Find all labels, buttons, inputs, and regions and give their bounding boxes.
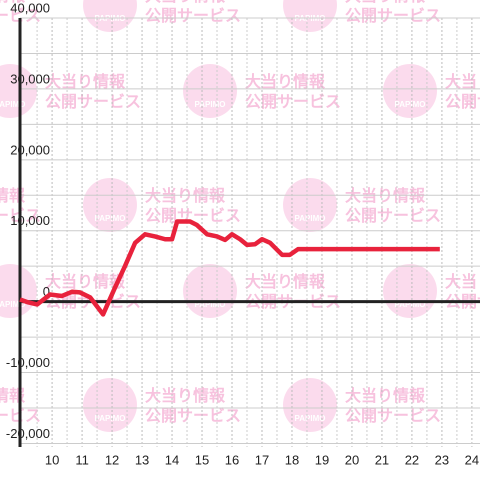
watermark-logo-text: PAPIMO xyxy=(95,14,126,23)
watermark-logo xyxy=(383,64,437,118)
watermark-logo xyxy=(383,264,437,318)
watermark-logo xyxy=(183,264,237,318)
watermark-text: 大当り情報 xyxy=(345,0,426,5)
watermark-logo xyxy=(83,178,137,232)
x-tick-label: 11 xyxy=(75,452,89,467)
watermark-logo xyxy=(0,64,37,118)
y-tick-label: 10,000 xyxy=(10,213,50,228)
x-tick-label: 18 xyxy=(285,452,299,467)
y-tick-label: 40,000 xyxy=(10,0,50,15)
watermark-logo-text: PAPIMO xyxy=(95,414,126,423)
x-tick-label: 14 xyxy=(165,452,179,467)
watermark-logo-text: PAPIMO xyxy=(95,214,126,223)
watermark-text: 大当り情報 xyxy=(245,72,326,91)
watermark-logo-text: PAPIMO xyxy=(195,100,226,109)
watermark-text: 大当り情報 xyxy=(0,386,26,405)
watermark-logo xyxy=(83,0,137,32)
watermark-logo xyxy=(183,64,237,118)
watermark-text: 公開サービス xyxy=(145,407,241,425)
watermark-logo-text: PAPIMO xyxy=(295,14,326,23)
x-tick-label: 19 xyxy=(315,452,329,467)
watermark-text: 大当り情報 xyxy=(145,386,226,405)
watermark-text: 大当り情報 xyxy=(145,0,226,5)
watermark-text: 大当り情報 xyxy=(345,386,426,405)
watermark-logo xyxy=(83,378,137,432)
watermark-text: 公開サービス xyxy=(245,93,341,111)
y-tick-label: -10,000 xyxy=(6,355,50,370)
y-tick-label: 0 xyxy=(43,284,50,299)
watermark-text: 公開サービス xyxy=(0,7,41,25)
x-tick-label: 17 xyxy=(255,452,269,467)
watermark-text: 公開サービス xyxy=(145,7,241,25)
watermark-text: 大当り情報 xyxy=(45,272,126,291)
watermark-logo-text: PAPIMO xyxy=(295,414,326,423)
watermark-logo-text: PAPIMO xyxy=(395,100,426,109)
watermark-text: 大当り情報 xyxy=(0,0,26,5)
watermark-logo xyxy=(283,0,337,32)
watermark-text: 大当り情報 xyxy=(445,272,480,291)
x-tick-label: 10 xyxy=(45,452,59,467)
watermark-logo-text: PAPIMO xyxy=(0,300,25,309)
watermark-text: 公開サービス xyxy=(345,407,441,425)
x-tick-label: 13 xyxy=(135,452,149,467)
x-tick-label: 20 xyxy=(345,452,359,467)
y-tick-label: 30,000 xyxy=(10,71,50,86)
data-line xyxy=(19,219,440,317)
watermark: PAPIMO大当り情報公開サービスPAPIMO大当り情報公開サービスPAPIMO… xyxy=(0,0,480,432)
x-tick-label: 12 xyxy=(105,452,119,467)
y-tick-label: 20,000 xyxy=(10,142,50,157)
watermark-logo-text: PAPIMO xyxy=(295,214,326,223)
x-tick-label: 21 xyxy=(375,452,389,467)
watermark-logo xyxy=(283,178,337,232)
watermark-text: 公開サービス xyxy=(345,207,441,225)
watermark-text: 大当り情報 xyxy=(245,272,326,291)
x-tick-label: 22 xyxy=(405,452,419,467)
watermark-logo xyxy=(283,378,337,432)
watermark-logo-text: PAPIMO xyxy=(195,300,226,309)
x-tick-label: 23 xyxy=(435,452,449,467)
watermark-text: 公開サービス xyxy=(445,93,480,111)
watermark-text: 大当り情報 xyxy=(445,72,480,91)
x-tick-label: 16 xyxy=(225,452,239,467)
watermark-logo-text: PAPIMO xyxy=(0,100,25,109)
x-tick-label: 24 xyxy=(465,452,479,467)
watermark-text: 大当り情報 xyxy=(45,72,126,91)
x-tick-label: 15 xyxy=(195,452,209,467)
y-tick-label: -20,000 xyxy=(6,426,50,441)
watermark-text: 公開サービス xyxy=(345,7,441,25)
watermark-logo-text: PAPIMO xyxy=(395,300,426,309)
watermark-text: 公開サービス xyxy=(45,93,141,111)
